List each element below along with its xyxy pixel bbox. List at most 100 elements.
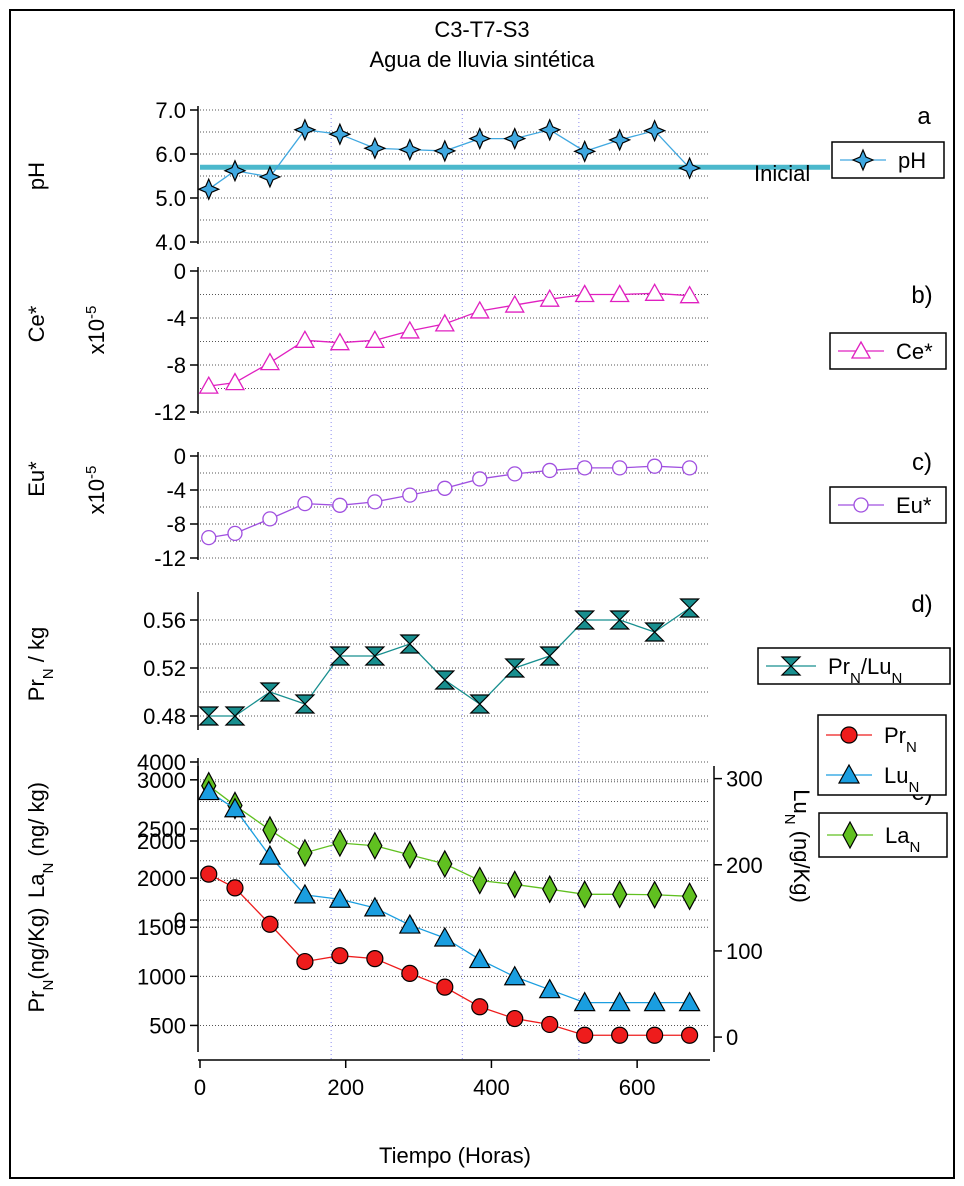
panel-letter-a: a: [917, 103, 931, 130]
data-point: [507, 466, 523, 482]
series-line-b-0: [208, 292, 690, 387]
y-tick-label-b: -8: [166, 353, 186, 378]
legend-label-f-part: N: [908, 779, 919, 796]
data-point: [223, 797, 246, 818]
data-point: [297, 495, 313, 512]
data-point: [367, 831, 383, 861]
reference-line-label: Inicial: [754, 161, 810, 186]
y-tick-label-f: 500: [149, 1013, 186, 1038]
y-tick-label-b: 0: [174, 259, 186, 284]
grid-layer: [200, 109, 710, 1026]
data-point: [472, 866, 488, 895]
legend-label-d-part: N: [891, 670, 902, 687]
data-point: [294, 694, 316, 714]
y-tick-label-f: 2000: [137, 866, 186, 891]
data-point: [609, 284, 630, 303]
data-point: [840, 726, 858, 744]
data-point: [678, 991, 701, 1012]
y-tick-label-c: -12: [154, 546, 186, 571]
data-point: [399, 320, 420, 339]
data-point: [328, 122, 352, 146]
data-point: [577, 460, 593, 476]
data-point: [469, 694, 491, 714]
data-point: [539, 646, 561, 666]
legend-label-e: LaN: [885, 823, 920, 856]
data-point: [541, 1015, 559, 1034]
data-point: [223, 159, 247, 183]
y-multiplier-b-part: x10: [84, 319, 109, 354]
data-point: [364, 329, 385, 348]
legend-label-d-part: /Lu: [861, 654, 892, 679]
data-point: [366, 950, 384, 968]
data-point: [472, 471, 488, 487]
data-point: [201, 529, 217, 546]
legend-label-b-part: Ce*: [896, 339, 933, 364]
data-point: [608, 991, 631, 1012]
data-point: [573, 139, 597, 163]
y-tick-label-a: 4.0: [155, 230, 186, 255]
x-tick-label: 400: [473, 1075, 510, 1100]
x-tick-label: 200: [327, 1075, 364, 1100]
data-point: [259, 682, 281, 702]
data-point: [297, 838, 313, 868]
data-point: [538, 118, 562, 142]
y-tick-label-b: -12: [154, 400, 186, 425]
panel-letter-c: c): [912, 449, 932, 476]
data-point: [293, 883, 316, 904]
legend-label-a-part: pH: [898, 148, 926, 173]
data-point: [434, 313, 455, 332]
data-point: [436, 978, 454, 996]
y-axis-label-f-part: (ng/Kg): [24, 908, 49, 980]
data-point: [293, 118, 317, 142]
y-multiplier-b: x10-5: [83, 306, 110, 355]
y-axis-label-f: PrN(ng/Kg): [24, 908, 57, 1013]
data-point: [646, 458, 663, 474]
data-point: [643, 119, 667, 143]
data-point: [503, 127, 527, 151]
data-point: [780, 656, 802, 676]
y-tick-label-e: 0: [174, 908, 186, 933]
panel-letter-d: d): [911, 591, 932, 618]
y-axis-label-e-part: La: [24, 873, 49, 898]
legend-label-b: Ce*: [896, 339, 933, 364]
legend-label-f: PrN: [884, 723, 917, 756]
data-point: [577, 880, 593, 909]
data-point: [402, 840, 418, 870]
data-point: [679, 285, 700, 304]
series-layer: Inicial: [197, 118, 830, 1044]
y-tick-label-f: 1500: [137, 915, 186, 940]
legend-label-c-part: Eu*: [896, 493, 932, 518]
data-point: [296, 952, 314, 971]
data-point: [542, 874, 558, 904]
data-point: [851, 148, 875, 172]
data-point: [367, 494, 383, 510]
chart-subtitle: Agua de lluvia sintética: [369, 47, 595, 72]
data-point: [197, 177, 221, 201]
data-point: [539, 288, 560, 307]
vertical-guides: [330, 110, 580, 1060]
data-point: [842, 820, 858, 850]
data-point: [258, 165, 282, 189]
x-tick-label: 0: [194, 1075, 206, 1100]
data-point: [398, 913, 421, 934]
data-point: [503, 965, 526, 986]
data-point: [608, 128, 632, 152]
y-axis-label-a: pH: [24, 162, 49, 190]
y-multiplier-c-part: x10: [84, 479, 109, 514]
data-point: [200, 865, 218, 883]
data-point: [576, 1026, 594, 1044]
data-point: [680, 1026, 699, 1044]
data-point: [681, 460, 698, 476]
y-axis-label-c-part: Eu*: [24, 461, 49, 497]
data-point: [644, 282, 665, 301]
data-point: [612, 460, 628, 476]
data-point: [433, 139, 457, 163]
data-point: [646, 880, 663, 909]
y-axis-label-b-part: Ce*: [24, 305, 49, 342]
y-multiplier-c: x10-5: [83, 466, 110, 515]
data-point: [226, 879, 244, 897]
y-tick-label-c: -4: [166, 478, 186, 503]
